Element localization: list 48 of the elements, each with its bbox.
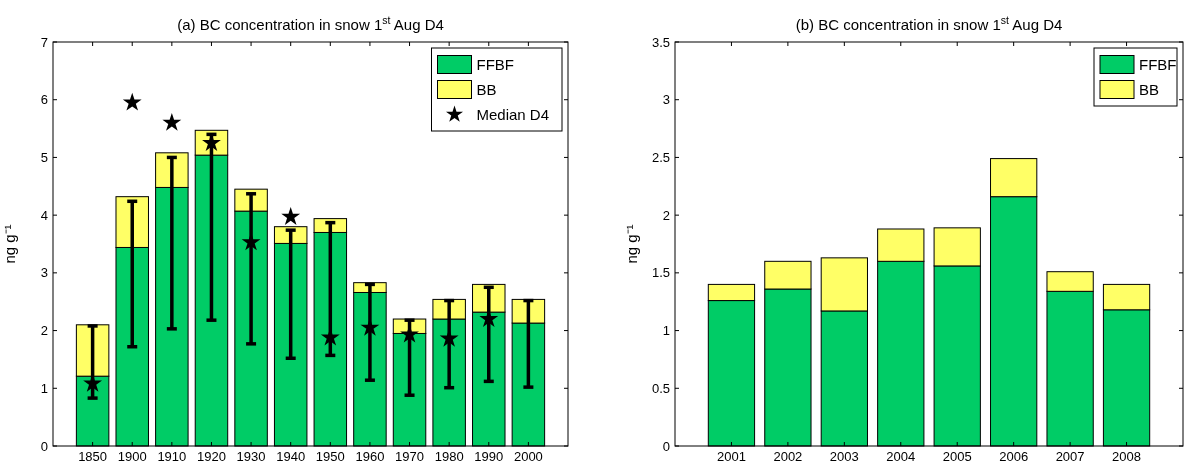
y-tick-label: 1.5 [651, 265, 670, 281]
y-tick-label: 4 [40, 207, 48, 223]
x-tick-label: 2006 [999, 449, 1029, 464]
x-tick-label: 1900 [117, 449, 147, 464]
x-tick-label: 1970 [395, 449, 424, 464]
x-tick-label: 2008 [1112, 449, 1142, 464]
y-tick-label: 0.5 [651, 380, 670, 396]
y-tick-label: 1 [40, 380, 48, 396]
x-tick-label: 1930 [236, 449, 266, 464]
point [122, 92, 142, 111]
y-tick-label: 3 [40, 265, 48, 281]
x-tick-label: 1920 [197, 449, 226, 464]
x-tick-label: 1910 [157, 449, 187, 464]
chart-title: (a) BC concentration in snow 1$^{st}$ Aug D4 [177, 14, 444, 33]
y-axis-title: ng g⁻¹ [1, 224, 18, 264]
y-tick-label: 0 [40, 438, 48, 454]
x-tick-label: 2002 [773, 449, 803, 464]
x-tick-label: 2003 [829, 449, 859, 464]
legend-label: FFBF [1139, 55, 1177, 73]
point [281, 206, 301, 225]
point [162, 112, 182, 131]
y-tick-label: 7 [40, 34, 48, 50]
legend-label: Median D4 [476, 105, 550, 123]
legend-label: BB [476, 80, 497, 98]
legend-label: BB [1139, 80, 1160, 98]
x-tick-label: 1950 [315, 449, 345, 464]
x-tick-label: 1960 [355, 449, 385, 464]
y-tick-label: 2 [40, 323, 48, 339]
y-tick-label: 2.5 [651, 149, 670, 165]
y-tick-label: 3 [662, 92, 670, 108]
y-tick-label: 5 [40, 149, 48, 165]
x-tick-label: 2001 [716, 449, 746, 464]
chart-title: (b) BC concentration in snow 1$^{st}$ Aug D4 [795, 14, 1063, 33]
y-tick-label: 0 [662, 438, 670, 454]
x-tick-label: 2007 [1055, 449, 1085, 464]
y-tick-label: 3.5 [651, 34, 670, 50]
x-tick-label: 1940 [276, 449, 306, 464]
y-axis-title: ng g⁻¹ [623, 224, 640, 264]
x-tick-label: 1990 [474, 449, 504, 464]
x-tick-label: 2005 [942, 449, 972, 464]
y-tick-label: 6 [40, 92, 48, 108]
x-tick-label: 2004 [886, 449, 916, 464]
legend-label: FFBF [476, 55, 514, 73]
x-tick-label: 1980 [434, 449, 464, 464]
x-tick-label: 1850 [78, 449, 108, 464]
x-tick-label: 2000 [513, 449, 543, 464]
y-tick-label: 1 [662, 323, 670, 339]
y-tick-label: 2 [662, 207, 670, 223]
